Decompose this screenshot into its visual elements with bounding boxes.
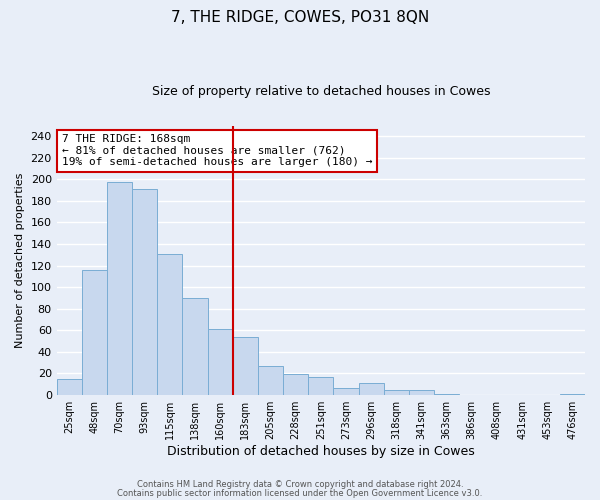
Bar [82, 270, 107, 394]
Bar [359, 383, 384, 394]
Bar [233, 336, 258, 394]
Bar [56, 378, 82, 394]
Bar [107, 182, 132, 394]
Bar [157, 254, 182, 394]
Text: 7 THE RIDGE: 168sqm
← 81% of detached houses are smaller (762)
19% of semi-detac: 7 THE RIDGE: 168sqm ← 81% of detached ho… [62, 134, 372, 168]
Text: 7, THE RIDGE, COWES, PO31 8QN: 7, THE RIDGE, COWES, PO31 8QN [171, 10, 429, 25]
Bar [283, 374, 308, 394]
Text: Contains HM Land Registry data © Crown copyright and database right 2024.: Contains HM Land Registry data © Crown c… [137, 480, 463, 489]
Bar [409, 390, 434, 394]
X-axis label: Distribution of detached houses by size in Cowes: Distribution of detached houses by size … [167, 444, 475, 458]
Bar [334, 388, 359, 394]
Text: Contains public sector information licensed under the Open Government Licence v3: Contains public sector information licen… [118, 489, 482, 498]
Bar [308, 378, 334, 394]
Bar [258, 366, 283, 394]
Bar [208, 329, 233, 394]
Bar [132, 189, 157, 394]
Y-axis label: Number of detached properties: Number of detached properties [15, 172, 25, 348]
Bar [182, 298, 208, 394]
Bar [384, 390, 409, 394]
Title: Size of property relative to detached houses in Cowes: Size of property relative to detached ho… [152, 85, 490, 98]
